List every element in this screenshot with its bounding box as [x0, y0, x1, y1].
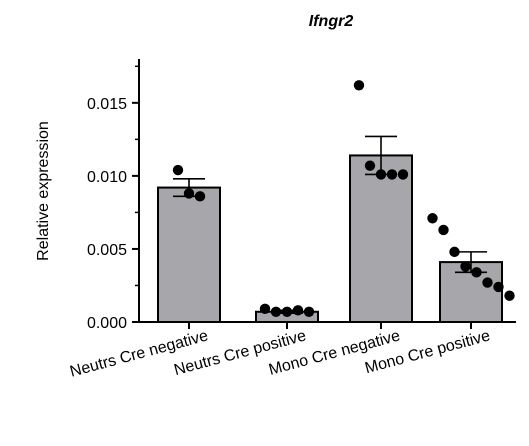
data-point — [292, 305, 304, 316]
data-point — [449, 246, 460, 258]
data-point — [270, 306, 282, 317]
y-tick-label: 0.010 — [87, 169, 127, 186]
y-tick-label: 0.015 — [87, 96, 127, 113]
data-point — [471, 267, 482, 278]
data-point — [303, 306, 315, 317]
y-tick-label: 0.000 — [87, 315, 127, 332]
data-point — [427, 213, 438, 224]
data-point — [386, 169, 398, 180]
data-point — [438, 224, 449, 236]
y-tick-label: 0.005 — [87, 242, 127, 259]
data-point — [375, 169, 387, 180]
data-point — [482, 277, 493, 288]
data-point — [194, 191, 206, 202]
data-point — [460, 261, 471, 272]
data-point — [353, 80, 365, 91]
bar — [157, 186, 221, 323]
chart-title: Ifngr2 — [309, 13, 354, 30]
bars-layer — [157, 154, 503, 324]
data-point — [281, 306, 293, 317]
data-point — [172, 164, 184, 176]
data-point — [259, 303, 271, 315]
data-point — [364, 160, 376, 171]
data-point — [504, 290, 515, 301]
y-axis: 0.000 0.005 0.010 0.015 — [87, 59, 140, 332]
data-point — [183, 188, 195, 199]
data-point — [493, 281, 504, 293]
data-point — [397, 169, 409, 180]
points-layer — [172, 80, 515, 317]
bar — [349, 154, 413, 323]
y-axis-label: Relative expression — [35, 121, 52, 261]
